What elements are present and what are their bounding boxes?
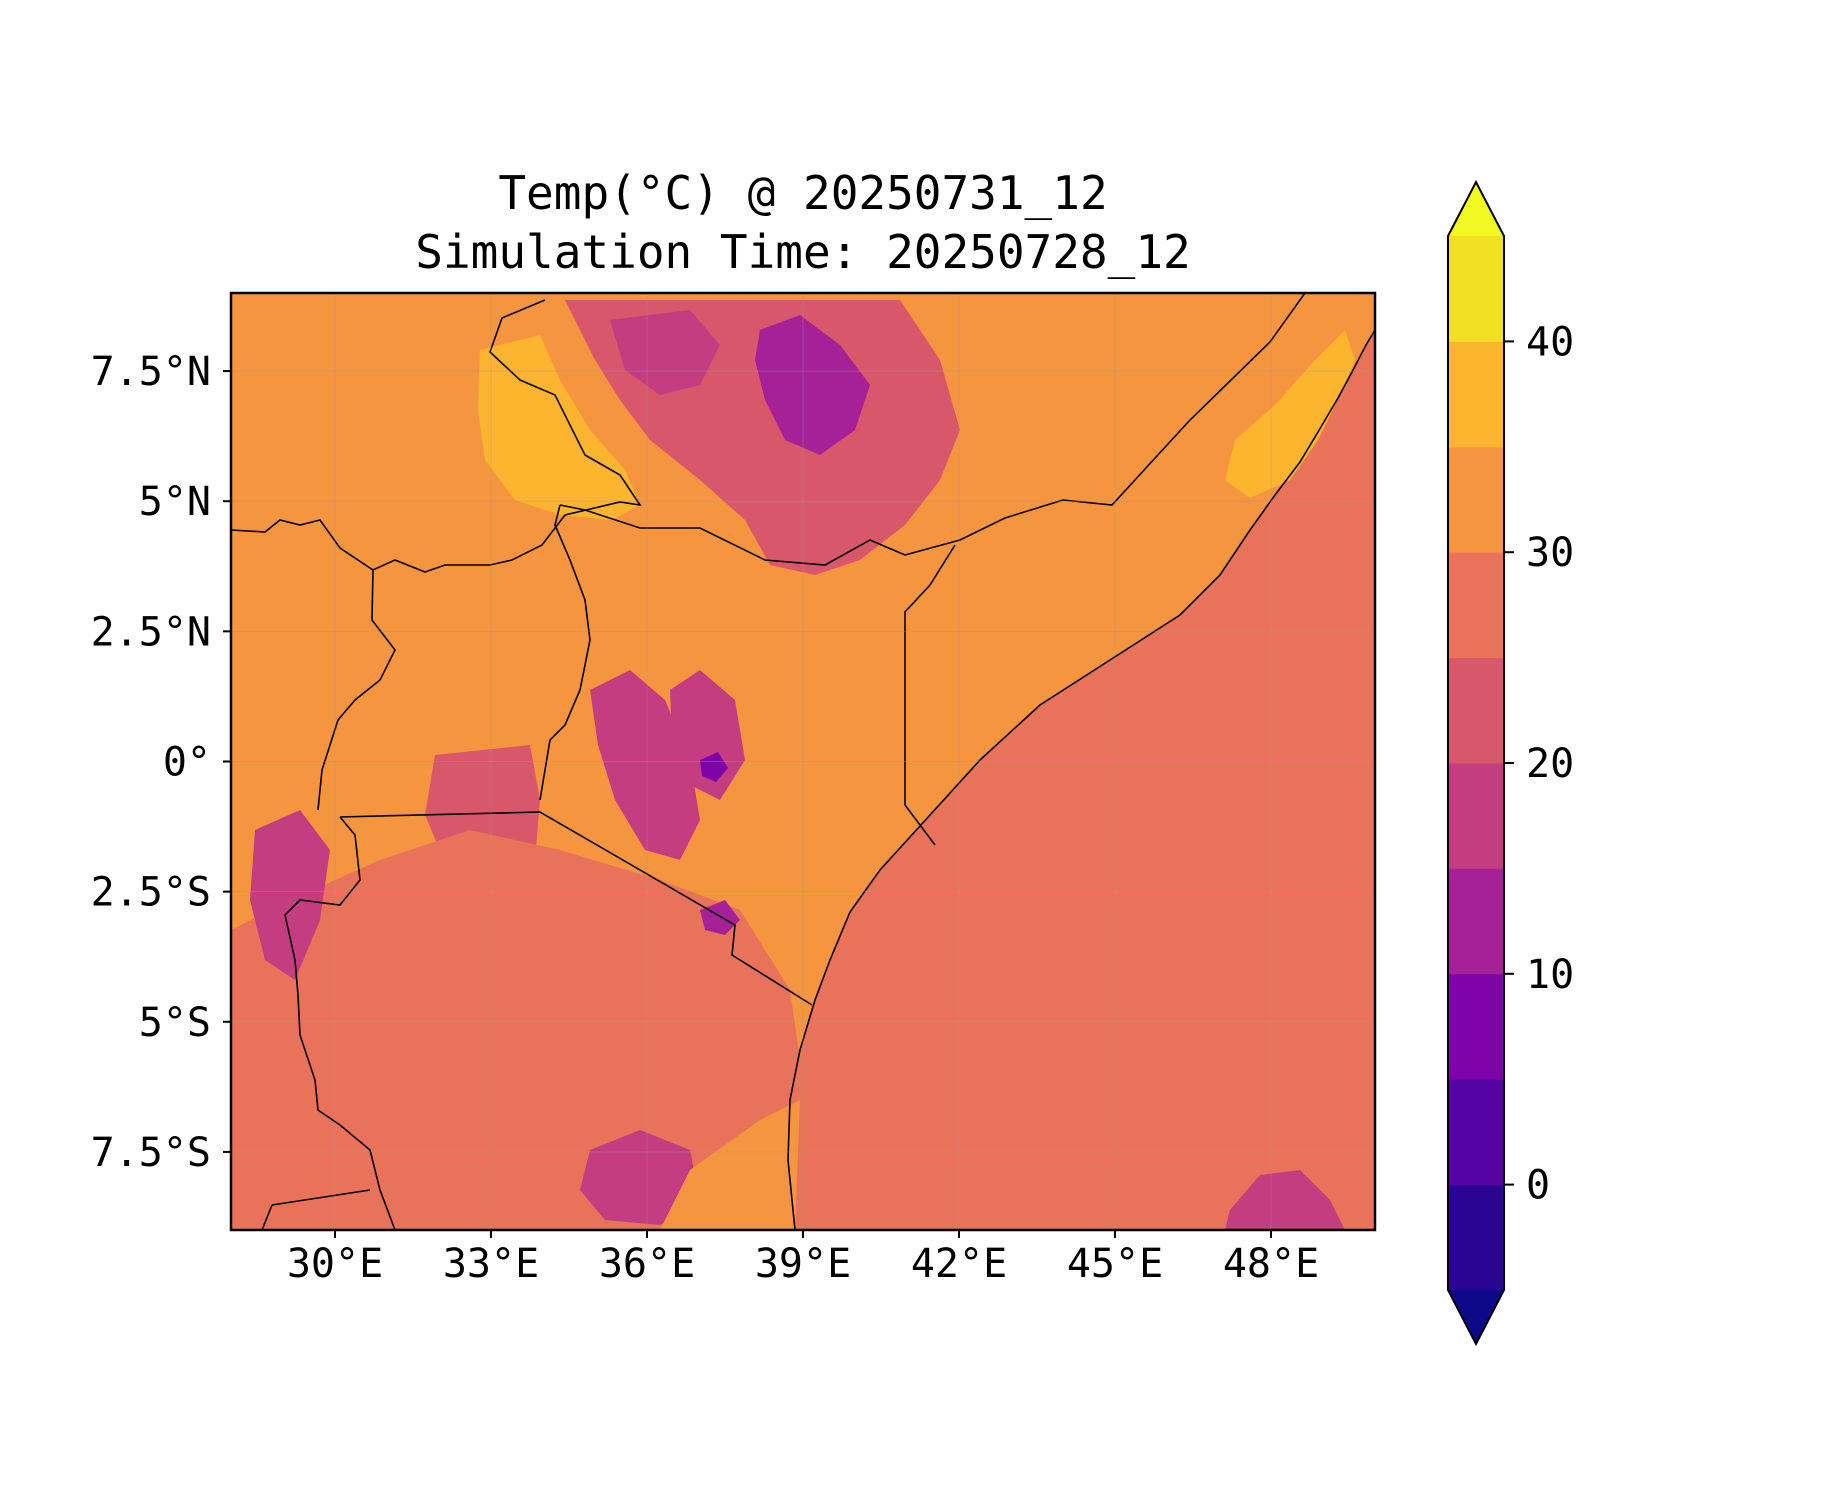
- country-borders: [231, 293, 1375, 1230]
- colorbar-outline: [1447, 179, 1505, 1347]
- y-tick-label: 0°: [163, 740, 211, 786]
- colorbar-segment: [1448, 973, 1504, 1080]
- colorbar: 0 10 20 30 40: [1447, 179, 1574, 1347]
- border-tanzania-malawi: [271, 1189, 371, 1206]
- cool-patch-tanzania-south: [580, 1130, 700, 1225]
- x-axis: 30°E 33°E 36°E 39°E 42°E 45°E 48°E: [287, 1230, 1319, 1287]
- hot-patch-sudan: [478, 335, 640, 520]
- coastline-east-africa: [787, 329, 1375, 1230]
- x-tick-label: 36°E: [599, 1241, 695, 1287]
- cool-patch-mt-kenya: [700, 752, 728, 782]
- hot-patch-somalia: [1225, 330, 1355, 498]
- colorbar-tick-label: 0: [1526, 1163, 1550, 1209]
- y-tick-label: 7.5°S: [91, 1130, 211, 1176]
- chart-title-line1: Temp(°C) @ 20250731_12: [498, 166, 1107, 220]
- colorbar-over-arrow: [1448, 182, 1504, 236]
- y-axis: 7.5°N 5°N 2.5°N 0° 2.5°S 5°S 7.5°S: [91, 349, 231, 1176]
- y-tick-label: 2.5°N: [91, 609, 211, 655]
- x-tick-label: 30°E: [287, 1241, 383, 1287]
- y-tick-label: 7.5°N: [91, 349, 211, 395]
- x-tick-label: 48°E: [1223, 1241, 1319, 1287]
- border-ethiopia-kenya: [559, 504, 906, 566]
- colorbar-segment: [1448, 763, 1504, 869]
- y-tick-label: 5°N: [139, 479, 211, 525]
- colorbar-tick-label: 20: [1526, 741, 1574, 787]
- border-tanzania-north: [339, 811, 813, 1006]
- colorbar-tick-label: 10: [1526, 952, 1574, 998]
- chart-title-line2: Simulation Time: 20250728_12: [415, 225, 1190, 279]
- cool-patch-ethiopia-north: [610, 310, 720, 395]
- y-tick-label: 5°S: [139, 1000, 211, 1046]
- colorbar-segment: [1448, 1184, 1504, 1291]
- x-tick-label: 42°E: [911, 1241, 1007, 1287]
- border-south-sudan: [231, 299, 642, 573]
- border-tanzania-west: [297, 994, 396, 1230]
- border-ethiopia-somalia: [904, 293, 1306, 556]
- border-kenya-somalia: [904, 544, 956, 846]
- x-tick-label: 39°E: [755, 1241, 851, 1287]
- border-drc-edge: [261, 1204, 273, 1230]
- ocean-colored-tanzania: [231, 830, 800, 1230]
- colorbar-segment: [1448, 341, 1504, 448]
- y-tick-label: 2.5°S: [91, 870, 211, 916]
- cool-patch-somalia-south: [1225, 1170, 1345, 1230]
- x-tick-label: 33°E: [443, 1241, 539, 1287]
- colorbar-segment: [1448, 1079, 1504, 1186]
- colorbar-segment: [1448, 446, 1504, 553]
- colorbar-under-arrow: [1448, 1290, 1504, 1344]
- border-uganda-west: [317, 569, 396, 811]
- colorbar-segment: [1448, 236, 1504, 342]
- cool-patch-ethiopia-core: [755, 315, 870, 455]
- colorbar-tick-label: 30: [1526, 530, 1574, 576]
- cool-patch-kilimanjaro: [700, 900, 740, 935]
- x-tick-label: 45°E: [1067, 1241, 1163, 1287]
- map-panel: [231, 293, 1375, 1230]
- hot-patch-tanzania-south: [660, 1100, 800, 1230]
- colorbar-segment: [1448, 552, 1504, 659]
- cool-patch-rift-kenya: [590, 670, 700, 860]
- border-rwanda-burundi: [284, 816, 361, 996]
- grid-lines: [231, 293, 1375, 1230]
- colorbar-segment: [1448, 657, 1504, 764]
- colorbar-tick-label: 40: [1526, 319, 1574, 365]
- colorbar-segment: [1448, 868, 1504, 975]
- cool-patch-western-rift: [250, 810, 330, 980]
- border-uganda-kenya: [539, 504, 591, 801]
